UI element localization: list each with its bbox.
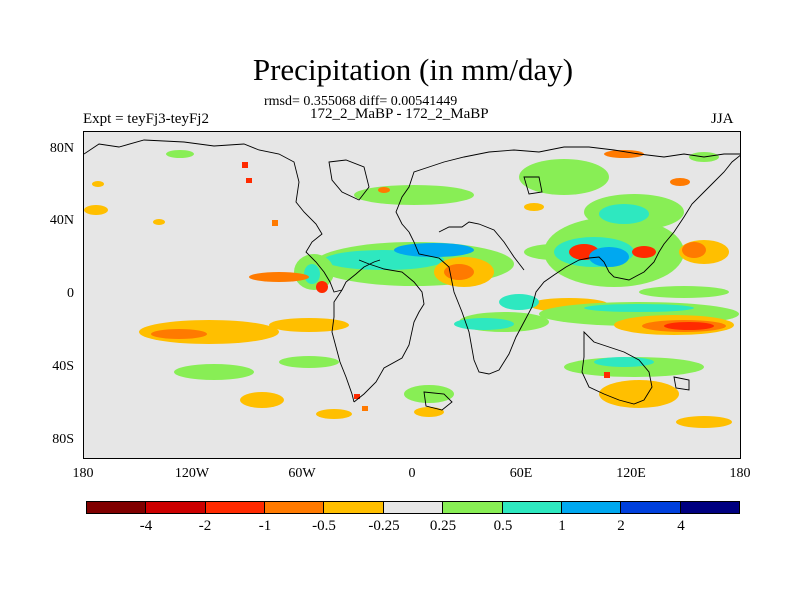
precipitation-map xyxy=(83,131,741,459)
y-tick-80n: 80N xyxy=(49,141,74,156)
x-tick-120e: 120E xyxy=(616,466,646,481)
coastlines xyxy=(84,139,740,411)
anomaly-scattered xyxy=(153,150,690,417)
colorbar-label: 2 xyxy=(617,518,625,534)
colorbar-label: -0.5 xyxy=(312,518,336,534)
colorbar-box xyxy=(205,502,266,513)
y-tick-40s: 40S xyxy=(52,359,74,374)
plot-title: Precipitation (in mm/day) xyxy=(252,52,574,87)
map-background xyxy=(84,132,740,458)
colorbar-label: 0.5 xyxy=(493,518,513,534)
x-tick-60w: 60W xyxy=(288,466,316,481)
stats-line: rmsd= 0.355068 diff= 0.00541449 xyxy=(264,94,458,109)
colorbar-label: 0.25 xyxy=(429,518,457,534)
colorbar-box xyxy=(680,502,739,513)
colorbar-box xyxy=(146,502,206,513)
anomaly-tropical-monsoon xyxy=(249,194,729,310)
colorbar-label: -4 xyxy=(139,518,153,534)
colorbar-label: 4 xyxy=(677,518,685,534)
y-tick-40n: 40N xyxy=(49,213,74,228)
colorbar-label: -1 xyxy=(258,518,272,534)
colorbar-box xyxy=(324,502,384,513)
x-tick-180e: 180 xyxy=(729,466,751,481)
colorbar-box xyxy=(383,502,444,513)
plot-subtitle: 172_2_MaBP - 172_2_MaBP xyxy=(310,106,489,122)
y-tick-80s: 80S xyxy=(52,432,74,447)
x-tick-180w: 180 xyxy=(72,466,94,481)
anomaly-southern-indian-ocean xyxy=(454,304,734,367)
y-tick-0: 0 xyxy=(67,286,74,301)
x-tick-120w: 120W xyxy=(174,466,210,481)
colorbar-box xyxy=(443,502,503,513)
x-tick-60e: 60E xyxy=(509,466,533,481)
colorbar-box xyxy=(87,502,147,513)
colorbar-box xyxy=(502,502,562,513)
colorbar-box xyxy=(621,502,681,513)
x-tick-0: 0 xyxy=(408,466,416,481)
colorbar-box xyxy=(265,502,325,513)
colorbar-label: -2 xyxy=(198,518,212,534)
colorbar xyxy=(86,501,740,514)
experiment-label: Expt = teyFj3-teyFj2 xyxy=(83,111,209,127)
colorbar-label: -0.25 xyxy=(368,518,400,534)
anomaly-southern-pacific-dry xyxy=(84,181,732,428)
colorbar-box xyxy=(561,502,622,513)
colorbar-label: 1 xyxy=(558,518,566,534)
season-label: JJA xyxy=(711,111,734,127)
map-svg xyxy=(84,132,740,458)
